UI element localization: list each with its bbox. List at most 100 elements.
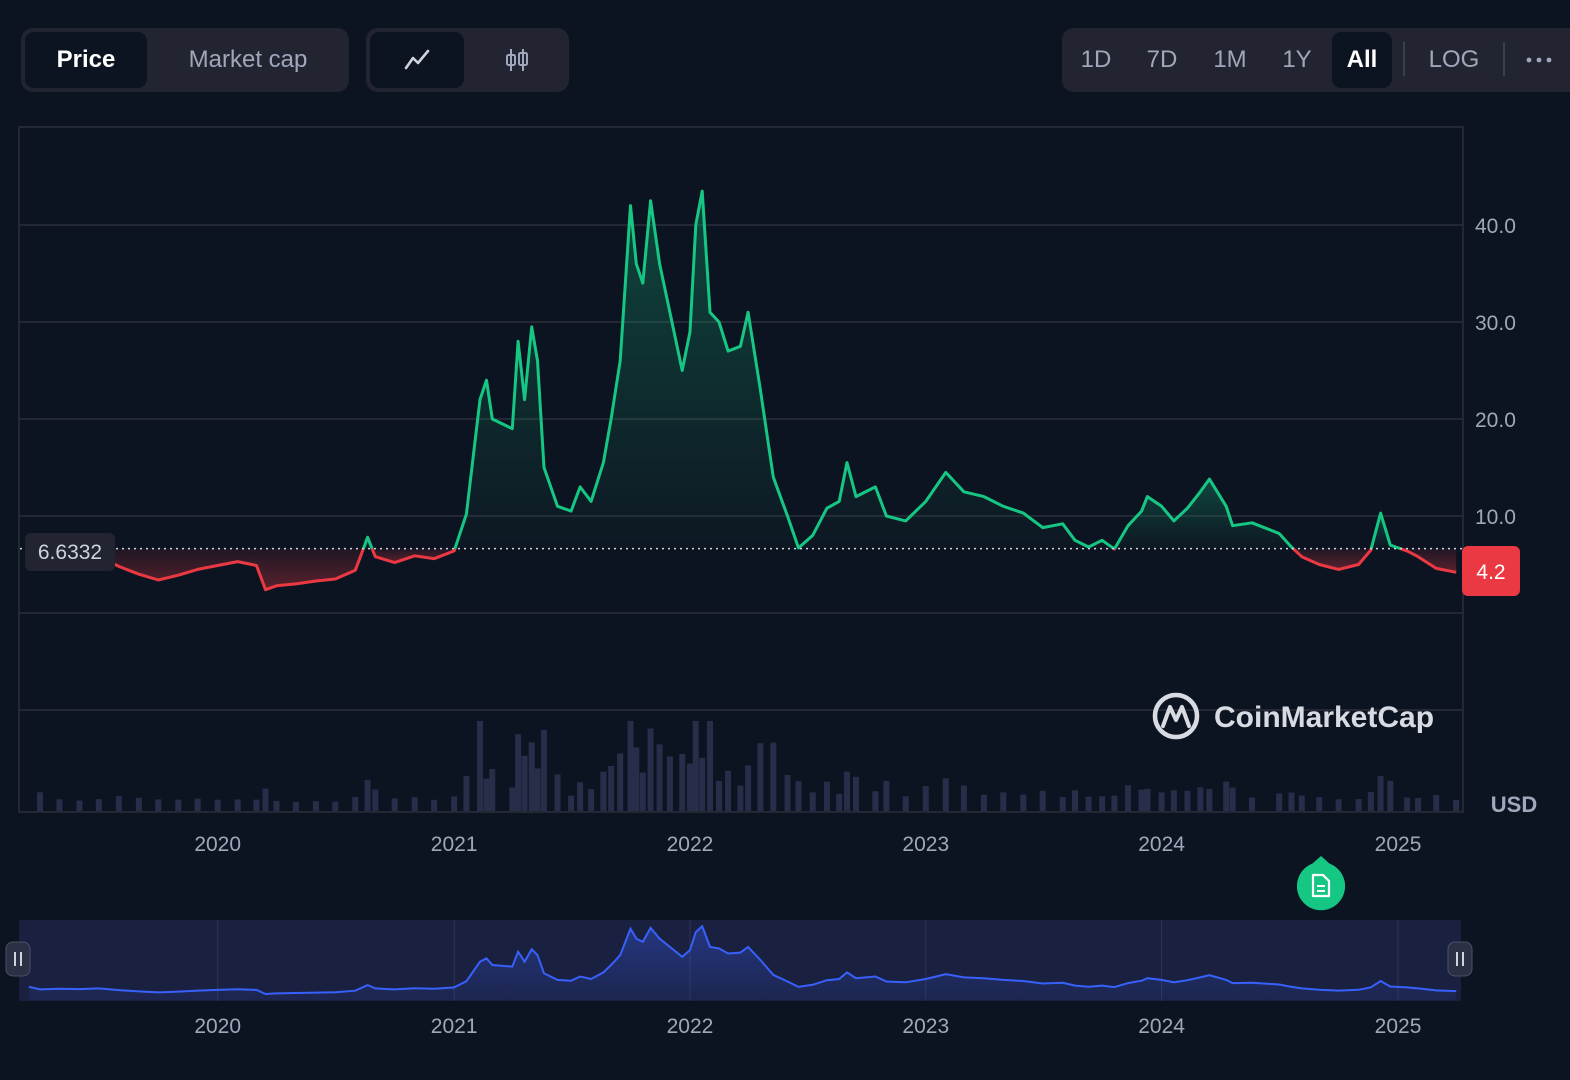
log-scale-toggle[interactable]: LOG bbox=[1428, 46, 1480, 73]
volume-bar bbox=[1404, 797, 1411, 811]
market-cap-tab[interactable]: Market cap bbox=[188, 46, 308, 73]
news-marker[interactable] bbox=[1297, 856, 1346, 911]
volume-bar bbox=[540, 730, 547, 811]
volume-bar bbox=[1144, 788, 1151, 811]
candlestick-button[interactable] bbox=[470, 32, 564, 88]
x-tick-label: 2021 bbox=[431, 833, 478, 856]
volume-bar bbox=[716, 781, 723, 811]
volume-bar bbox=[528, 742, 535, 811]
more-dots-icon bbox=[1526, 57, 1552, 63]
volume-bar bbox=[1000, 792, 1007, 811]
volume-bar bbox=[980, 794, 987, 811]
volume-bar bbox=[608, 766, 615, 811]
document-note-icon bbox=[1311, 873, 1331, 898]
volume-bar bbox=[1249, 797, 1256, 811]
volume-bar bbox=[757, 743, 764, 811]
volume-bar bbox=[1111, 795, 1118, 811]
up-price-line bbox=[453, 189, 1115, 550]
volume-bar bbox=[489, 769, 496, 811]
range-1m[interactable]: 1M bbox=[1213, 46, 1247, 73]
volume-bar bbox=[515, 734, 522, 811]
volume-bar bbox=[1206, 788, 1213, 811]
volume-bar bbox=[699, 757, 706, 811]
navigator-area bbox=[29, 926, 1457, 1000]
y-tick-label: 30.0 bbox=[1475, 312, 1516, 335]
volume-bar bbox=[1099, 796, 1106, 811]
volume-bar bbox=[1335, 799, 1342, 811]
volume-bar bbox=[292, 802, 299, 811]
volume-bar bbox=[872, 791, 879, 811]
current-price-value: 4.2 bbox=[1476, 561, 1505, 584]
volume-bar bbox=[175, 799, 182, 811]
volume-bar bbox=[852, 776, 859, 811]
volume-bar bbox=[95, 799, 102, 811]
volume-bar bbox=[1415, 797, 1422, 811]
line-chart-button[interactable] bbox=[370, 32, 464, 88]
volume-bar bbox=[1223, 781, 1230, 811]
more-options-button[interactable] bbox=[1514, 32, 1564, 88]
volume-bar bbox=[836, 793, 843, 811]
volume-bar bbox=[600, 771, 607, 811]
volume-bar bbox=[1059, 797, 1066, 811]
volume-bar bbox=[770, 742, 777, 811]
volume-bar bbox=[1197, 787, 1204, 811]
volume-bar bbox=[115, 796, 122, 811]
y-tick-label: 20.0 bbox=[1475, 409, 1516, 432]
volume-bar bbox=[1184, 790, 1191, 811]
volume-bar bbox=[617, 753, 624, 811]
volume-bar bbox=[1316, 797, 1323, 811]
volume-bar bbox=[194, 798, 201, 811]
range-1y[interactable]: 1Y bbox=[1282, 46, 1312, 73]
volume-bar bbox=[476, 721, 483, 811]
volume-bar bbox=[1124, 785, 1131, 811]
divider bbox=[1503, 42, 1505, 76]
navigator-right-handle[interactable] bbox=[1447, 941, 1473, 977]
volume-bar bbox=[521, 755, 528, 811]
range-1d[interactable]: 1D bbox=[1080, 46, 1112, 73]
brand-name: CoinMarketCap bbox=[1214, 701, 1434, 734]
plot-frame bbox=[18, 126, 1464, 813]
volume-bar bbox=[1170, 790, 1177, 811]
volume-bar bbox=[253, 799, 260, 811]
volume-bar bbox=[809, 792, 816, 811]
volume-bar bbox=[273, 800, 280, 811]
volume-bar bbox=[960, 785, 967, 811]
volume-bar bbox=[737, 785, 744, 811]
navigator-left-handle[interactable] bbox=[5, 941, 31, 977]
volume-bar bbox=[554, 774, 561, 811]
volume-bar bbox=[679, 754, 686, 811]
volume-bar bbox=[534, 768, 541, 811]
metric-toggle: Price Market cap bbox=[21, 28, 349, 92]
range-7d[interactable]: 7D bbox=[1146, 46, 1178, 73]
navigator-x-tick-label: 2021 bbox=[431, 1015, 478, 1038]
volume-bar bbox=[1355, 799, 1362, 811]
volume-bar bbox=[1158, 792, 1165, 811]
navigator-x-tick-label: 2022 bbox=[667, 1015, 714, 1038]
range-navigator[interactable]: 2020 2021 2022 2023 2024 2025 bbox=[5, 920, 1473, 1038]
volume-bar bbox=[745, 765, 752, 811]
range-selector: 1D 7D 1M 1Y All LOG bbox=[1062, 28, 1570, 92]
volume-bar bbox=[843, 771, 850, 811]
x-tick-label: 2022 bbox=[667, 833, 714, 856]
volume-bar bbox=[795, 781, 802, 811]
navigator-x-tick-label: 2025 bbox=[1375, 1015, 1422, 1038]
down-area bbox=[1293, 548, 1372, 570]
volume-bar bbox=[656, 744, 663, 811]
volume-bar bbox=[922, 786, 929, 811]
range-all[interactable]: All bbox=[1332, 32, 1392, 88]
volume-bar bbox=[639, 772, 646, 811]
current-price-label: 4.2 bbox=[1462, 546, 1520, 596]
volume-bar bbox=[1377, 776, 1384, 811]
volume-bar bbox=[1085, 796, 1092, 811]
volume-bar bbox=[76, 800, 83, 811]
price-tab[interactable]: Price bbox=[25, 32, 147, 88]
coinmarketcap-logo: CoinMarketCap bbox=[1152, 692, 1434, 740]
volume-bars bbox=[37, 721, 1460, 811]
volume-bar bbox=[1020, 794, 1027, 811]
volume-bar bbox=[352, 796, 359, 811]
up-price-line bbox=[1369, 511, 1402, 551]
y-tick-label: 10.0 bbox=[1475, 506, 1516, 529]
navigator-x-axis: 2020 2021 2022 2023 2024 2025 bbox=[194, 1015, 1421, 1038]
volume-bar bbox=[451, 796, 458, 811]
